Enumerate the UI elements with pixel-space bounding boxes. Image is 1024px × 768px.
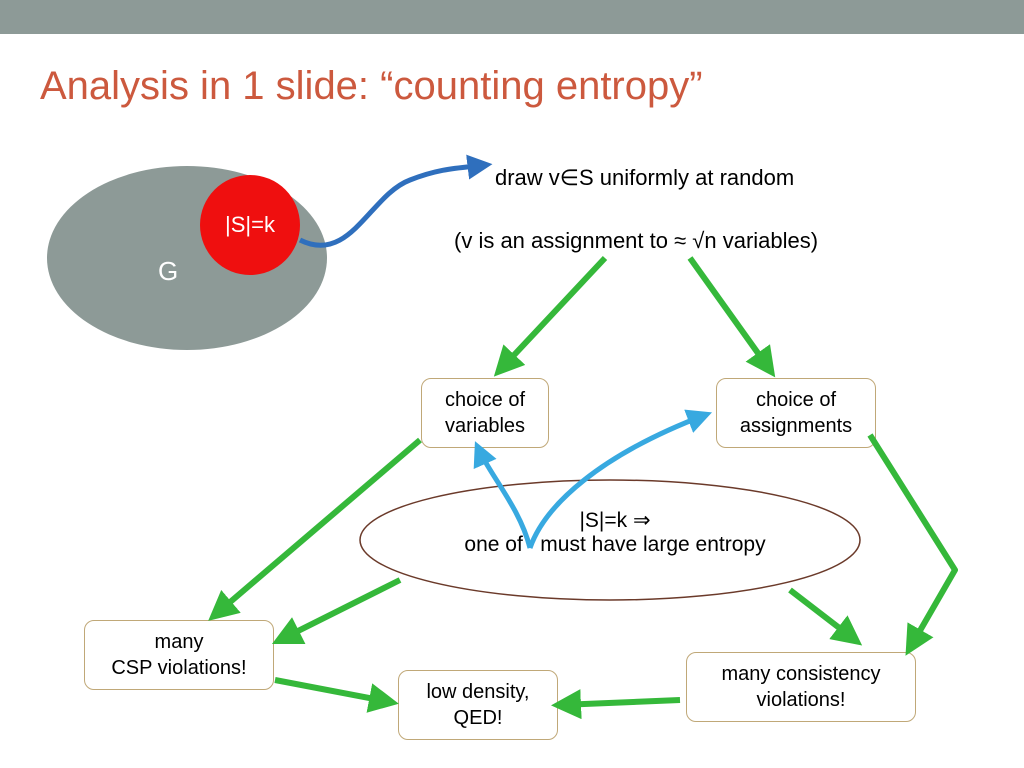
node-many-consistency: many consistencyviolations! [686,652,916,722]
top-bar [0,0,1024,34]
text-assign: (v is an assignment to ≈ √n variables) [454,228,818,254]
node-choice-variables-label: choice ofvariables [445,389,525,437]
node-low-density: low density,QED! [398,670,558,740]
circle-s-label: |S|=k [225,212,275,238]
node-many-consistency-label: many consistencyviolations! [722,663,881,711]
node-choice-assignments: choice ofassignments [716,378,876,448]
circle-s: |S|=k [200,175,300,275]
ellipse-g-label: G [158,256,178,287]
node-low-density-label: low density,QED! [426,681,529,729]
node-many-csp: manyCSP violations! [84,620,274,690]
node-choice-assignments-label: choice ofassignments [740,389,852,437]
arrow-vars-to-csp [215,440,420,615]
node-choice-variables: choice ofvariables [421,378,549,448]
node-many-csp-label: manyCSP violations! [111,631,246,679]
title-text: Analysis in 1 slide: “counting entropy” [40,64,703,108]
ellipse-entropy-line1: |S|=k ⇒ [410,508,820,533]
arrow-entropy-to-consistency [790,590,855,640]
arrow-consistency-to-qed [560,700,680,705]
slide-title: Analysis in 1 slide: “counting entropy” [40,64,703,109]
arrow-fork-left [500,258,605,370]
ellipse-entropy-line2: one of must have large entropy [410,533,820,557]
text-draw: draw v∈S uniformly at random [495,165,794,191]
arrow-csp-to-qed [275,680,390,702]
ellipse-entropy-text: |S|=k ⇒ one of must have large entropy [410,508,820,557]
arrow-entropy-to-csp [280,580,400,640]
arrow-assign-to-consistency [870,435,955,648]
arrow-fork-right [690,258,770,370]
